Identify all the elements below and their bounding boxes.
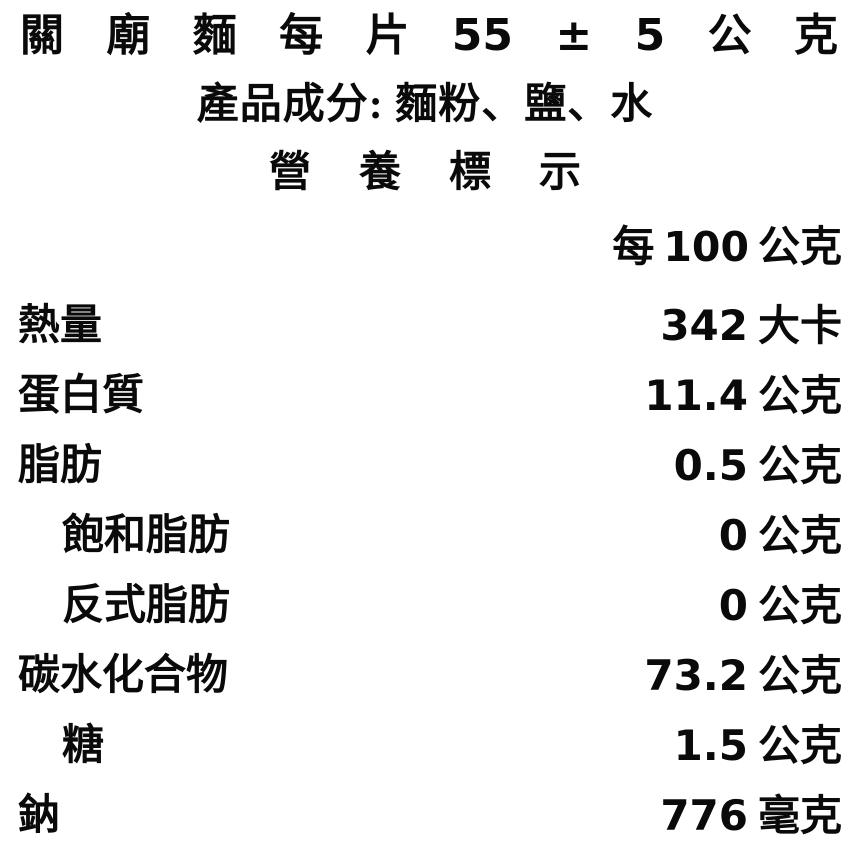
nutrient-value: 342	[660, 300, 748, 350]
nutrient-value-group: 776 毫克	[660, 790, 842, 840]
title-char: 關	[20, 11, 64, 60]
nutrient-value: 73.2	[644, 650, 748, 700]
product-title: 關 廟 麵 每 片 55 ± 5 公 克	[20, 14, 838, 58]
nutrient-value-group: 0 公克	[718, 510, 842, 560]
nutrient-value-group: 11.4 公克	[644, 370, 842, 420]
nutrition-row-trans-fat: 反式脂肪 0 公克	[18, 571, 842, 641]
nutrition-row-sugar: 糖 1.5 公克	[18, 711, 842, 781]
per-serving-header: 每 100 公克	[612, 223, 842, 271]
nutrition-row-sodium: 鈉 776 毫克	[18, 781, 842, 850]
nutrient-label: 糖	[62, 723, 105, 769]
nutrient-value-group: 0.5 公克	[673, 440, 842, 490]
heading-char: 營	[268, 150, 311, 196]
nutrient-unit: 公克	[757, 513, 842, 560]
nutrition-row-carbohydrate: 碳水化合物 73.2 公克	[18, 641, 842, 711]
nutrient-label: 蛋白質	[18, 373, 145, 419]
heading-char: 養	[358, 150, 401, 196]
per-amount: 100	[663, 223, 749, 271]
nutrient-label: 飽和脂肪	[62, 513, 231, 559]
title-char: 廟	[106, 11, 151, 60]
nutrition-row-protein: 蛋白質 11.4 公克	[18, 361, 842, 431]
nutrient-value: 776	[660, 790, 748, 840]
ingredients-line: 產品成分: 麵粉、鹽、水	[196, 82, 654, 128]
nutrient-value-group: 0 公克	[718, 580, 842, 630]
nutrient-value-group: 73.2 公克	[644, 650, 842, 700]
nutrient-label: 碳水化合物	[18, 653, 229, 699]
nutrition-heading: 營 養 標 示	[0, 152, 850, 194]
title-char: 片	[365, 11, 410, 60]
nutrient-label: 反式脂肪	[62, 583, 231, 629]
nutrient-label: 鈉	[18, 793, 61, 839]
nutrient-value: 0	[718, 580, 748, 630]
nutrient-unit: 毫克	[757, 793, 842, 840]
nutrient-unit: 公克	[757, 443, 842, 490]
nutrition-row-saturated-fat: 飽和脂肪 0 公克	[18, 501, 842, 571]
title-char: 克	[793, 11, 838, 60]
nutrition-row-calories: 熱量 342 大卡	[18, 291, 842, 361]
weight-tolerance-value: 5	[634, 10, 666, 61]
title-char: 麵	[192, 11, 237, 60]
nutrient-value: 1.5	[673, 720, 748, 770]
nutrient-unit: 公克	[757, 723, 842, 770]
per-prefix: 每	[612, 225, 655, 271]
nutrition-row-fat: 脂肪 0.5 公克	[18, 431, 842, 501]
nutrient-unit: 公克	[757, 373, 842, 420]
piece-weight-value: 55	[451, 10, 514, 61]
title-char: 每	[279, 11, 324, 60]
heading-char: 標	[449, 150, 492, 196]
per-unit: 公克	[757, 225, 842, 271]
nutrient-value-group: 1.5 公克	[673, 720, 842, 770]
nutrient-label: 脂肪	[18, 443, 103, 489]
heading-char: 示	[539, 150, 582, 196]
nutrition-table: 熱量 342 大卡 蛋白質 11.4 公克 脂肪 0.5 公克 飽和脂肪 0	[18, 291, 842, 850]
title-char: 公	[707, 11, 752, 60]
nutrient-value-group: 342 大卡	[660, 300, 842, 350]
nutrient-value: 11.4	[644, 370, 748, 420]
nutrient-unit: 公克	[757, 583, 842, 630]
nutrient-label: 熱量	[18, 303, 103, 349]
nutrient-unit: 大卡	[757, 303, 842, 350]
nutrient-value: 0.5	[673, 440, 748, 490]
nutrient-value: 0	[718, 510, 748, 560]
nutrient-unit: 公克	[757, 653, 842, 700]
plus-minus-sign: ±	[555, 10, 593, 61]
